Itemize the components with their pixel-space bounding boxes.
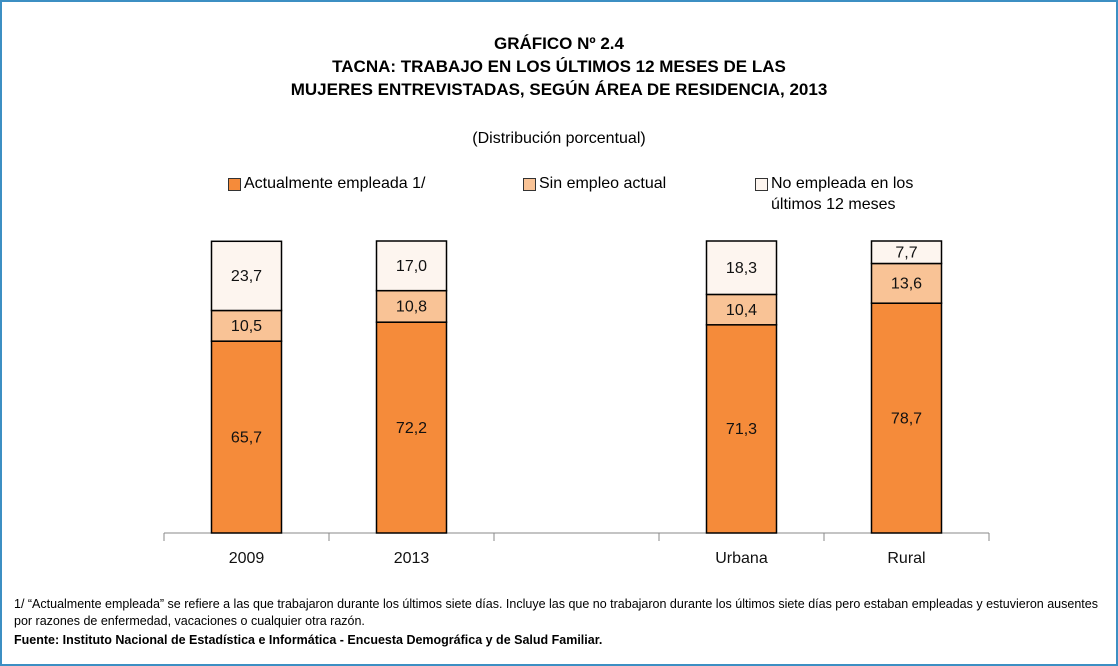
data-label: 10,8 <box>396 299 427 316</box>
legend-label: Actualmente empleada 1/ <box>244 175 426 192</box>
bar-segment <box>705 240 778 296</box>
chart-title: TACNA: TRABAJO EN LOS ÚLTIMOS 12 MESES D… <box>332 57 786 76</box>
chart-title: GRÁFICO Nº 2.4 <box>494 34 624 53</box>
footnote: 1/ “Actualmente empleada” se refiere a l… <box>14 597 1098 628</box>
x-tick-label: Rural <box>887 550 925 567</box>
x-tick-label: 2013 <box>394 550 430 567</box>
chart-title: MUJERES ENTREVISTADAS, SEGÚN ÁREA DE RES… <box>290 80 828 99</box>
bar-segment <box>210 240 283 312</box>
legend-label: Sin empleo actual <box>539 175 667 192</box>
subtitle: (Distribución porcentual) <box>472 130 646 147</box>
bar-segment <box>375 240 448 292</box>
x-tick-label: 2009 <box>229 550 265 567</box>
bar-segment <box>705 324 778 534</box>
data-label: 10,4 <box>726 302 757 319</box>
legend-swatch <box>755 178 768 191</box>
source: Fuente: Instituto Nacional de Estadístic… <box>14 633 603 647</box>
legend-label: No empleada en los últimos 12 meses <box>771 175 914 213</box>
legend-item: Actualmente empleada 1/ <box>228 173 425 194</box>
x-tick-label: Urbana <box>715 550 768 567</box>
data-label: 65,7 <box>231 429 262 446</box>
data-label: 7,7 <box>895 244 917 261</box>
bar-segment <box>705 293 778 326</box>
bar-segment <box>870 262 943 304</box>
bar-segment <box>870 240 943 265</box>
legend-item: Sin empleo actual <box>523 173 666 194</box>
bar-segment <box>210 340 283 534</box>
data-label: 72,2 <box>396 420 427 437</box>
data-label: 78,7 <box>891 410 922 427</box>
bar-segment <box>210 309 283 342</box>
bar-segment <box>375 289 448 323</box>
legend-item: No empleada en los últimos 12 meses <box>755 173 945 215</box>
data-label: 18,3 <box>726 260 757 277</box>
data-label: 17,0 <box>396 258 427 275</box>
bar-segment <box>375 321 448 534</box>
data-label: 71,3 <box>726 421 757 438</box>
data-label: 23,7 <box>231 268 262 285</box>
data-label: 13,6 <box>891 276 922 293</box>
legend-swatch <box>523 178 536 191</box>
bar-segment <box>870 302 943 534</box>
legend-swatch <box>228 178 241 191</box>
data-label: 10,5 <box>231 318 262 335</box>
